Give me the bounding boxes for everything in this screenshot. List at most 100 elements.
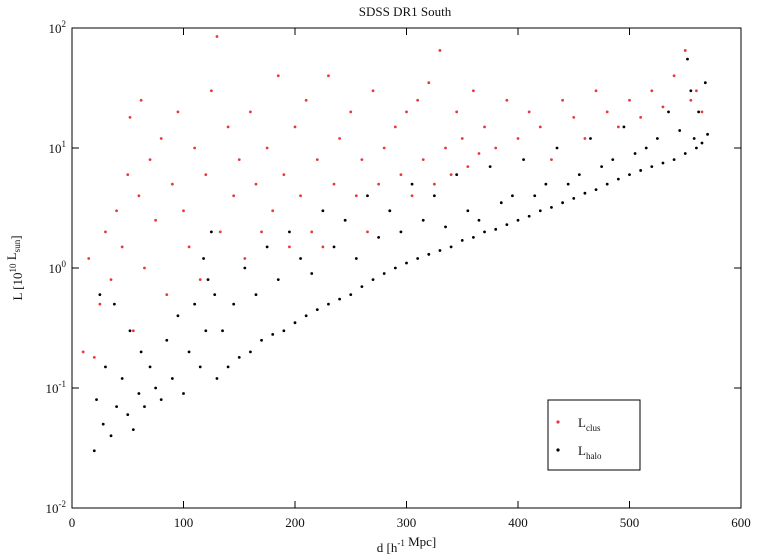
y-tick-label: 101 <box>49 139 67 156</box>
point <box>605 182 609 186</box>
point <box>332 245 336 249</box>
point <box>115 405 118 408</box>
point <box>81 350 85 354</box>
y-axis-label: L [1010 Lsun] <box>4 235 25 300</box>
point <box>260 230 263 234</box>
point <box>232 302 236 306</box>
point <box>249 110 252 114</box>
point <box>120 245 124 249</box>
point <box>154 218 158 222</box>
point <box>276 278 280 282</box>
point <box>550 158 553 162</box>
point <box>516 218 520 222</box>
point <box>689 89 693 93</box>
point <box>661 105 665 109</box>
point <box>165 338 169 342</box>
point <box>393 266 397 270</box>
point <box>661 161 665 165</box>
point <box>315 308 319 312</box>
point <box>304 314 308 318</box>
point <box>644 146 648 150</box>
x-tick-label: 200 <box>285 515 305 530</box>
point <box>354 194 358 198</box>
point <box>159 398 163 402</box>
point <box>293 321 297 325</box>
point <box>327 74 330 78</box>
point <box>98 302 102 306</box>
point <box>399 230 403 234</box>
y-tick-label: 10-2 <box>46 499 67 516</box>
point <box>421 218 425 222</box>
point <box>98 293 102 297</box>
point <box>282 329 286 333</box>
point <box>686 57 689 61</box>
point <box>438 249 442 252</box>
legend-name: L <box>578 415 586 430</box>
point <box>511 194 514 198</box>
point <box>477 152 481 155</box>
point <box>332 182 336 186</box>
point <box>672 158 676 162</box>
point <box>438 49 442 52</box>
point <box>703 81 707 85</box>
point <box>271 332 275 336</box>
point <box>483 125 486 129</box>
point <box>265 245 269 249</box>
point <box>683 49 687 52</box>
point <box>126 413 130 417</box>
point <box>605 110 609 114</box>
legend-marker <box>556 420 560 424</box>
point <box>176 314 180 318</box>
point <box>299 257 302 260</box>
point <box>455 110 459 114</box>
point <box>611 158 615 162</box>
label-part: sun <box>12 239 22 252</box>
point <box>148 158 152 162</box>
point <box>310 272 314 275</box>
point <box>243 257 247 260</box>
point <box>87 257 91 260</box>
point <box>639 115 643 119</box>
point <box>572 197 576 200</box>
point <box>522 158 525 162</box>
point <box>232 194 236 198</box>
point <box>338 137 341 140</box>
point <box>427 252 431 256</box>
point <box>616 177 620 181</box>
point <box>193 302 197 306</box>
point <box>137 194 141 198</box>
tick-base: 10 <box>49 141 62 156</box>
point <box>226 365 230 369</box>
point <box>697 110 701 114</box>
point <box>360 285 364 288</box>
point <box>527 214 531 218</box>
point <box>310 230 314 234</box>
label-part: L [10 <box>10 273 25 301</box>
point <box>472 89 475 93</box>
point <box>371 89 375 93</box>
point <box>193 146 197 150</box>
legend-box <box>547 399 641 471</box>
point <box>416 257 420 260</box>
label-part: Mpc] <box>405 534 436 549</box>
point <box>170 182 174 186</box>
point <box>589 137 592 140</box>
point <box>321 209 325 213</box>
point <box>577 173 581 177</box>
point <box>572 115 576 119</box>
point <box>209 230 213 234</box>
point <box>202 257 205 260</box>
point <box>265 146 269 150</box>
point <box>527 110 531 114</box>
tick-base: 10 <box>46 501 59 516</box>
point <box>371 278 375 282</box>
point <box>460 137 464 140</box>
point <box>104 365 107 369</box>
point <box>360 158 364 162</box>
point <box>455 173 459 177</box>
tick-exponent: -2 <box>59 499 67 509</box>
point <box>271 209 275 213</box>
point <box>209 89 213 93</box>
point <box>689 98 693 102</box>
point <box>165 293 169 297</box>
